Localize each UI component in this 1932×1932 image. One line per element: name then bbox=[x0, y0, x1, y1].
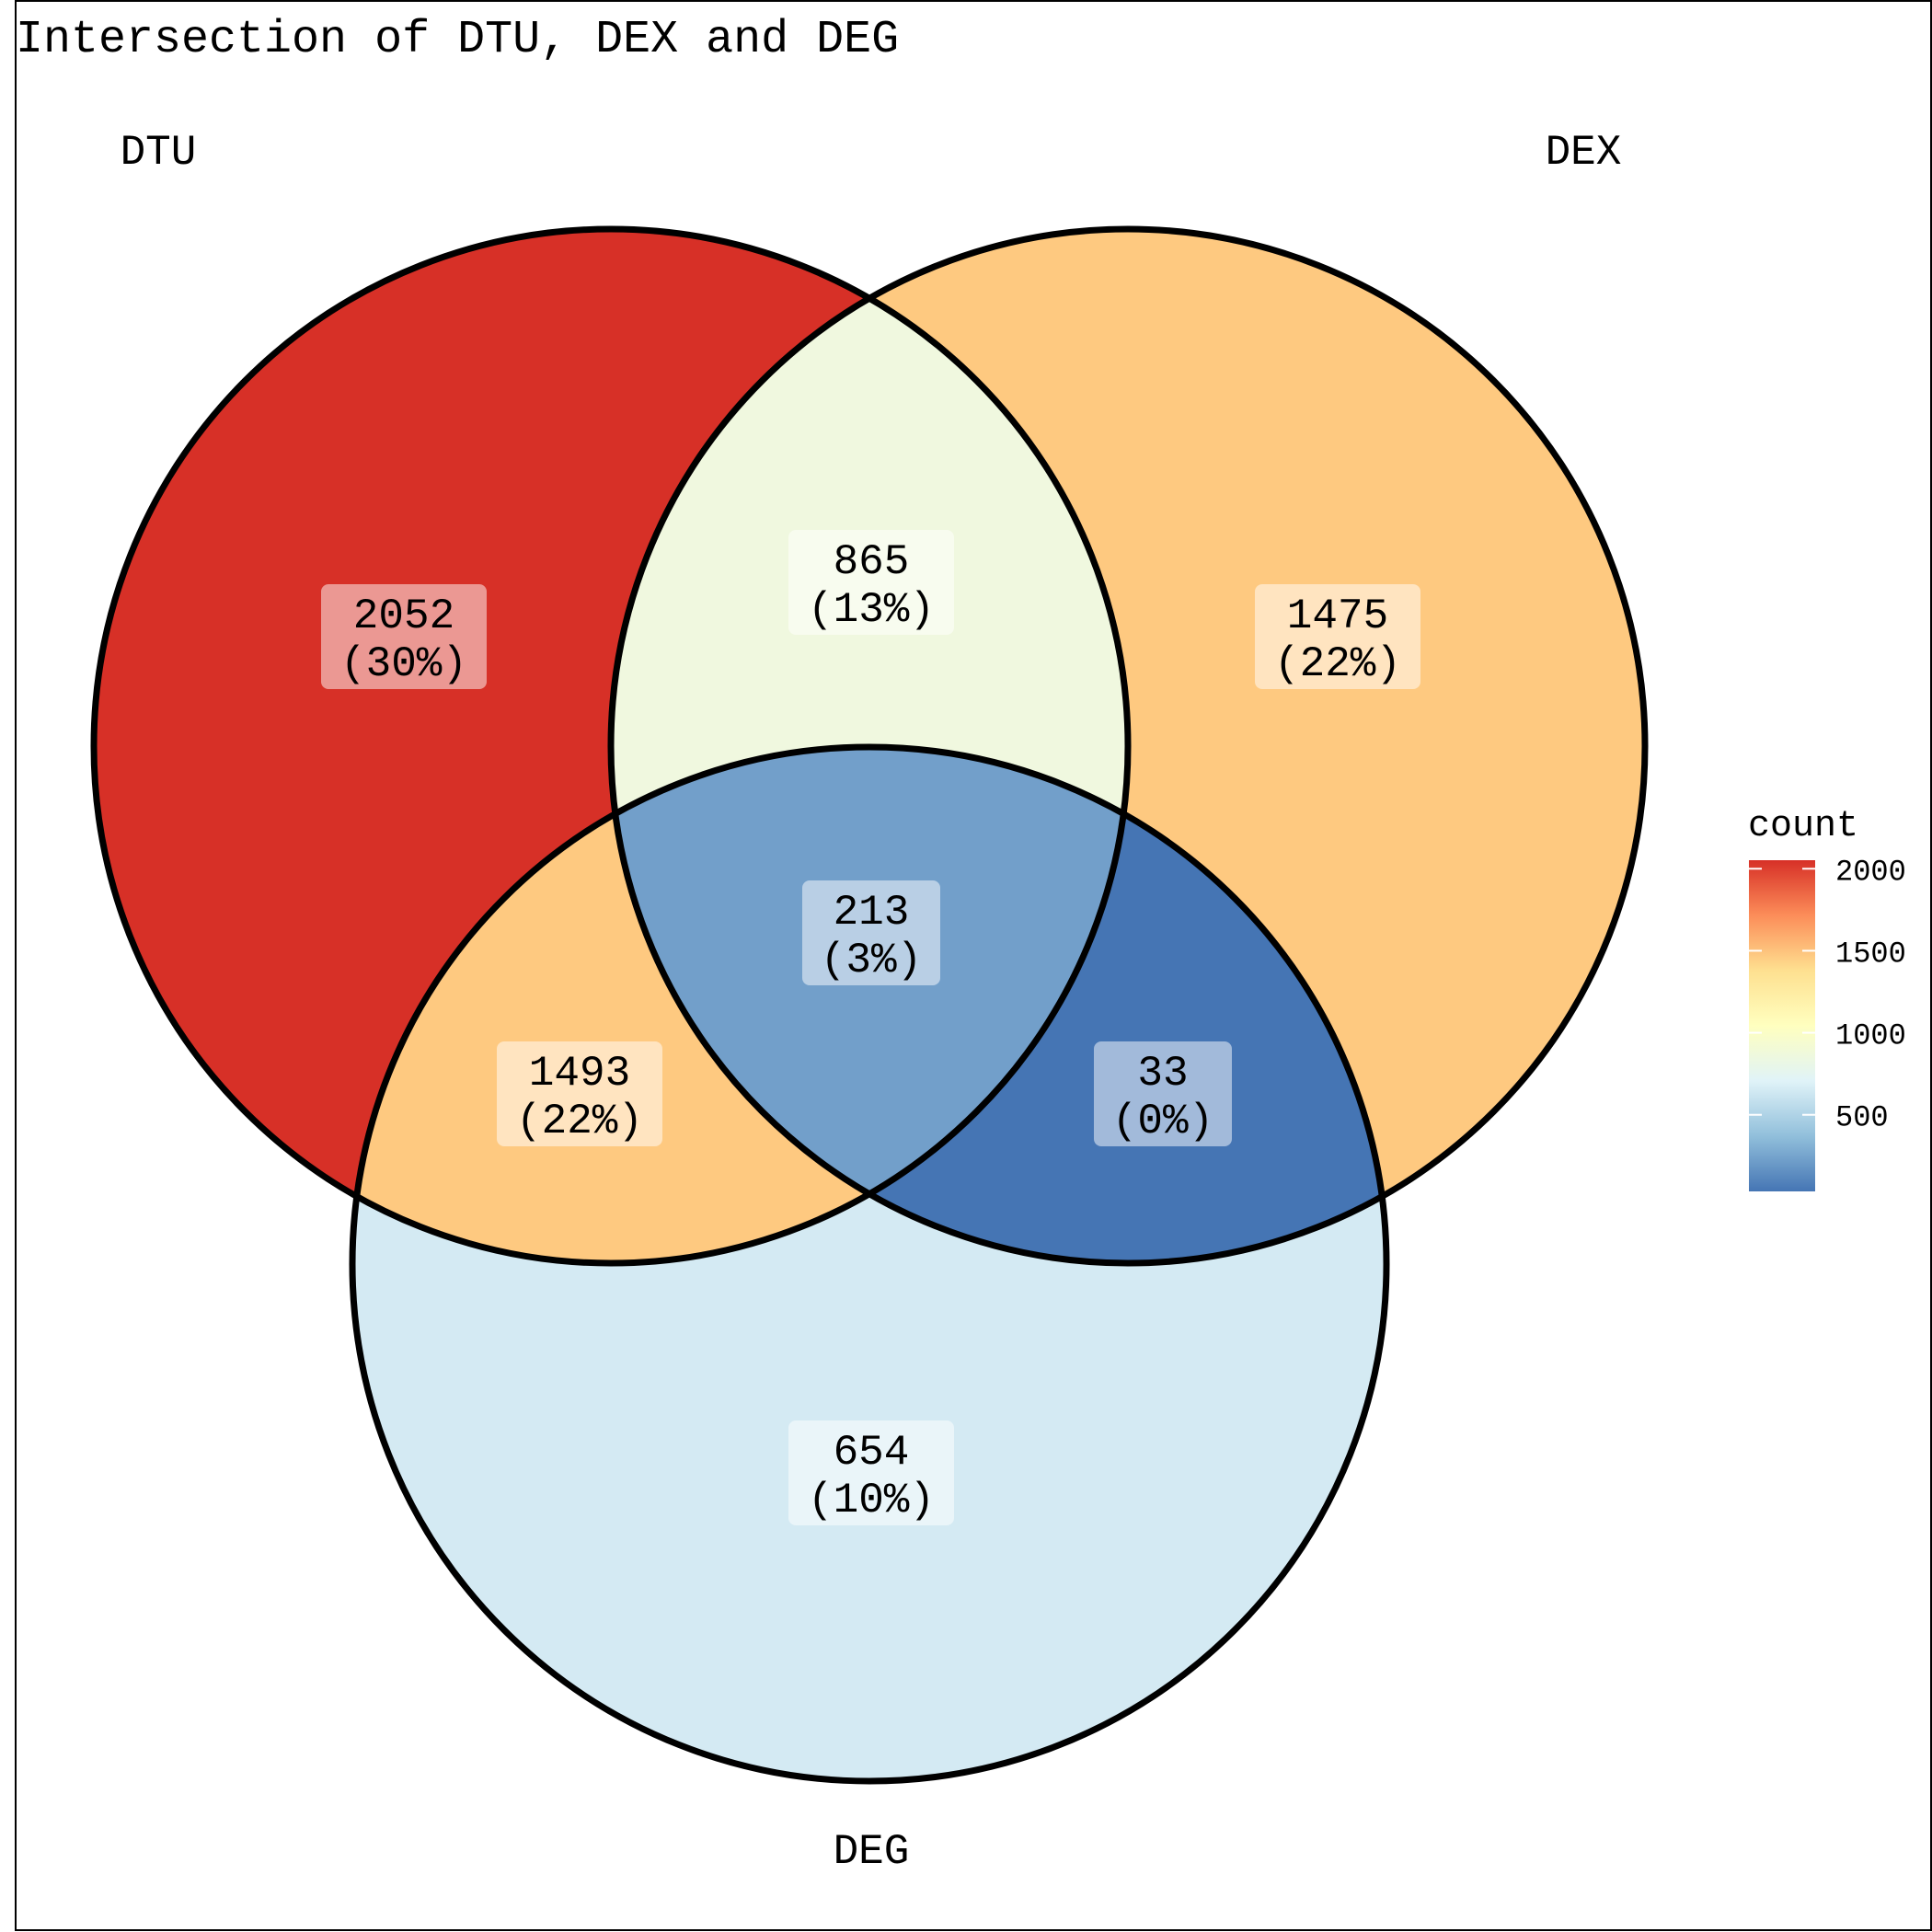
label-dex-only: 1475 (22%) bbox=[1255, 584, 1420, 689]
label-dtu-dex: 865 (13%) bbox=[788, 530, 954, 635]
label-box bbox=[788, 530, 954, 635]
venn-outlines bbox=[90, 225, 1649, 1785]
circle-deg bbox=[349, 743, 1390, 1785]
region-percent: (10%) bbox=[808, 1477, 935, 1524]
legend-tick-label: 1500 bbox=[1835, 937, 1906, 971]
set-label-dtu: DTU bbox=[121, 129, 197, 177]
region-percent: (22%) bbox=[516, 1098, 643, 1145]
region-percent: (30%) bbox=[340, 640, 467, 688]
region-count: 213 bbox=[834, 889, 910, 937]
label-deg-only: 654 (10%) bbox=[788, 1420, 954, 1525]
legend: count 2000 1500 1000 500 bbox=[1748, 806, 1906, 1191]
region-labels: 2052 (30%) 1475 (22%) 654 (10%) 865 (13%… bbox=[321, 530, 1420, 1525]
label-dtu-deg: 1493 (22%) bbox=[497, 1041, 662, 1146]
label-box bbox=[788, 1420, 954, 1525]
label-box bbox=[497, 1041, 662, 1146]
set-label-deg: DEG bbox=[834, 1828, 910, 1876]
label-box bbox=[1255, 584, 1420, 689]
chart-title: Intersection of DTU, DEX and DEG bbox=[16, 14, 899, 66]
region-count: 2052 bbox=[353, 592, 454, 640]
circle-dex bbox=[607, 225, 1649, 1267]
region-percent: (0%) bbox=[1112, 1098, 1213, 1145]
legend-colorbar bbox=[1749, 860, 1815, 1191]
label-box bbox=[1094, 1041, 1232, 1146]
label-dtu-only: 2052 (30%) bbox=[321, 584, 487, 689]
label-box bbox=[802, 880, 940, 985]
label-box bbox=[321, 584, 487, 689]
region-count: 654 bbox=[834, 1429, 910, 1477]
region-percent: (3%) bbox=[821, 937, 922, 984]
region-dtu-deg bbox=[352, 747, 1128, 1263]
legend-ticks: 2000 1500 1000 500 bbox=[1749, 855, 1906, 1135]
region-count: 865 bbox=[834, 538, 910, 586]
region-percent: (13%) bbox=[808, 586, 935, 634]
region-percent: (22%) bbox=[1274, 640, 1401, 688]
label-dex-deg: 33 (0%) bbox=[1094, 1041, 1232, 1146]
legend-tick-label: 500 bbox=[1835, 1101, 1889, 1135]
legend-tick-label: 2000 bbox=[1835, 855, 1906, 889]
set-label-dex: DEX bbox=[1546, 129, 1622, 177]
region-count: 1493 bbox=[529, 1050, 630, 1098]
circle-dtu bbox=[90, 225, 1132, 1267]
region-count: 1475 bbox=[1287, 592, 1388, 640]
legend-title: count bbox=[1748, 806, 1858, 847]
legend-tick-label: 1000 bbox=[1835, 1019, 1906, 1053]
label-all-three: 213 (3%) bbox=[802, 880, 940, 985]
region-dex-deg bbox=[611, 747, 1386, 1263]
region-count: 33 bbox=[1137, 1050, 1188, 1098]
